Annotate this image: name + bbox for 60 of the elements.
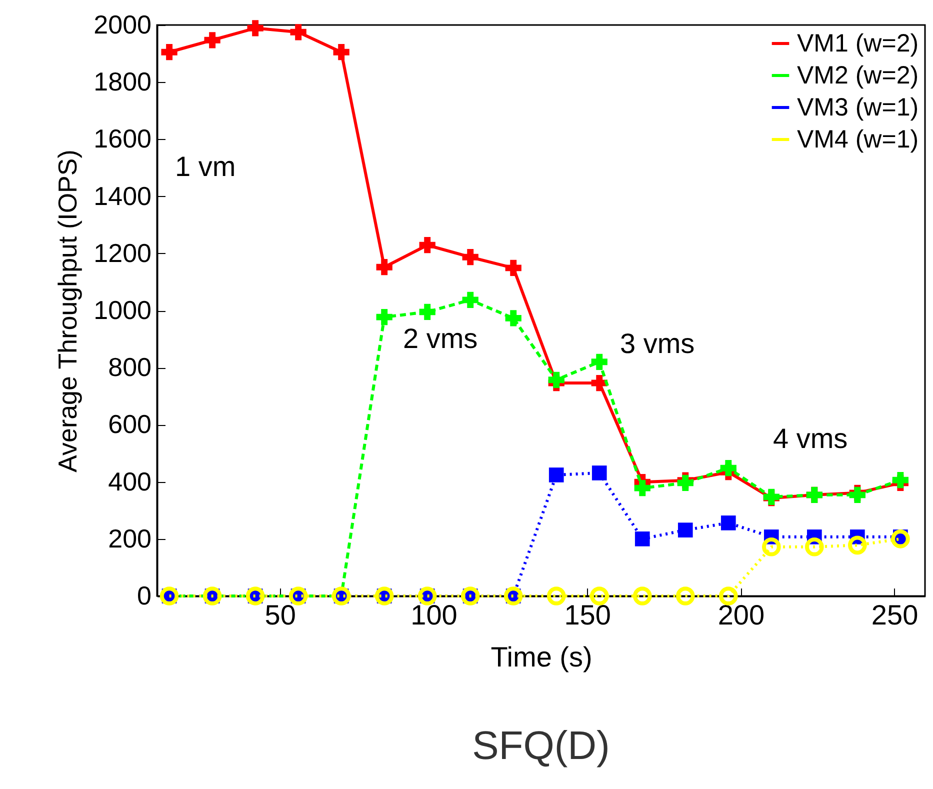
legend-label: VM2 (w=2)	[797, 62, 919, 90]
point	[592, 466, 607, 480]
point	[505, 260, 522, 276]
point	[376, 309, 392, 326]
point	[678, 522, 693, 538]
y-tick-label: 1400	[94, 180, 152, 211]
point	[376, 259, 392, 276]
point	[247, 20, 264, 36]
annotation: 4 vms	[773, 423, 848, 454]
point	[848, 536, 867, 555]
point	[677, 474, 694, 492]
point	[718, 586, 738, 606]
point	[590, 586, 609, 606]
annotation: 3 vms	[620, 328, 695, 359]
point	[632, 586, 652, 606]
point	[462, 292, 478, 308]
text: SFQ(D)	[472, 724, 610, 768]
point	[762, 537, 781, 556]
point	[204, 32, 220, 48]
y-tick-label: 0	[137, 580, 152, 610]
y-tick-label: 400	[108, 466, 152, 496]
legend-label: VM1 (w=2)	[797, 30, 919, 58]
point	[892, 472, 908, 488]
y-tick-label: 200	[108, 523, 152, 554]
point	[161, 44, 178, 60]
legend-label: VM4 (w=1)	[797, 126, 919, 154]
x-axis-title: Time (s)	[490, 642, 592, 672]
y-tick-label: 600	[108, 409, 152, 440]
y-axis-title: Average Throughput (IOPS)	[52, 150, 83, 472]
point	[548, 372, 564, 388]
point	[419, 237, 436, 254]
y-tick-label: 800	[108, 352, 152, 382]
point	[676, 586, 695, 606]
point	[546, 586, 566, 606]
annotation: 2 vms	[403, 323, 478, 354]
point	[634, 480, 650, 496]
x-tick-label: 100	[410, 600, 458, 630]
point	[634, 531, 650, 546]
point	[720, 460, 736, 476]
point	[891, 530, 910, 548]
point	[548, 468, 564, 482]
point	[419, 304, 436, 320]
point	[804, 537, 824, 556]
y-tick-label: 1200	[94, 238, 152, 268]
point	[290, 24, 306, 40]
x-tick-label: 200	[718, 600, 765, 630]
y-tick-label: 1600	[94, 124, 152, 154]
point	[720, 515, 736, 530]
y-tick-label: 1800	[94, 66, 152, 97]
point	[591, 354, 608, 370]
point	[333, 44, 350, 60]
y-tick-label: 2000	[94, 10, 152, 40]
x-tick-label: 250	[871, 600, 918, 630]
point	[505, 310, 522, 326]
x-tick-label: 50	[264, 600, 296, 630]
point	[462, 249, 478, 266]
y-tick-label: 1000	[94, 295, 152, 325]
legend-label: VM3 (w=1)	[797, 94, 919, 122]
annotation: 1 vm	[175, 151, 236, 182]
x-tick-label: 150	[564, 600, 611, 630]
